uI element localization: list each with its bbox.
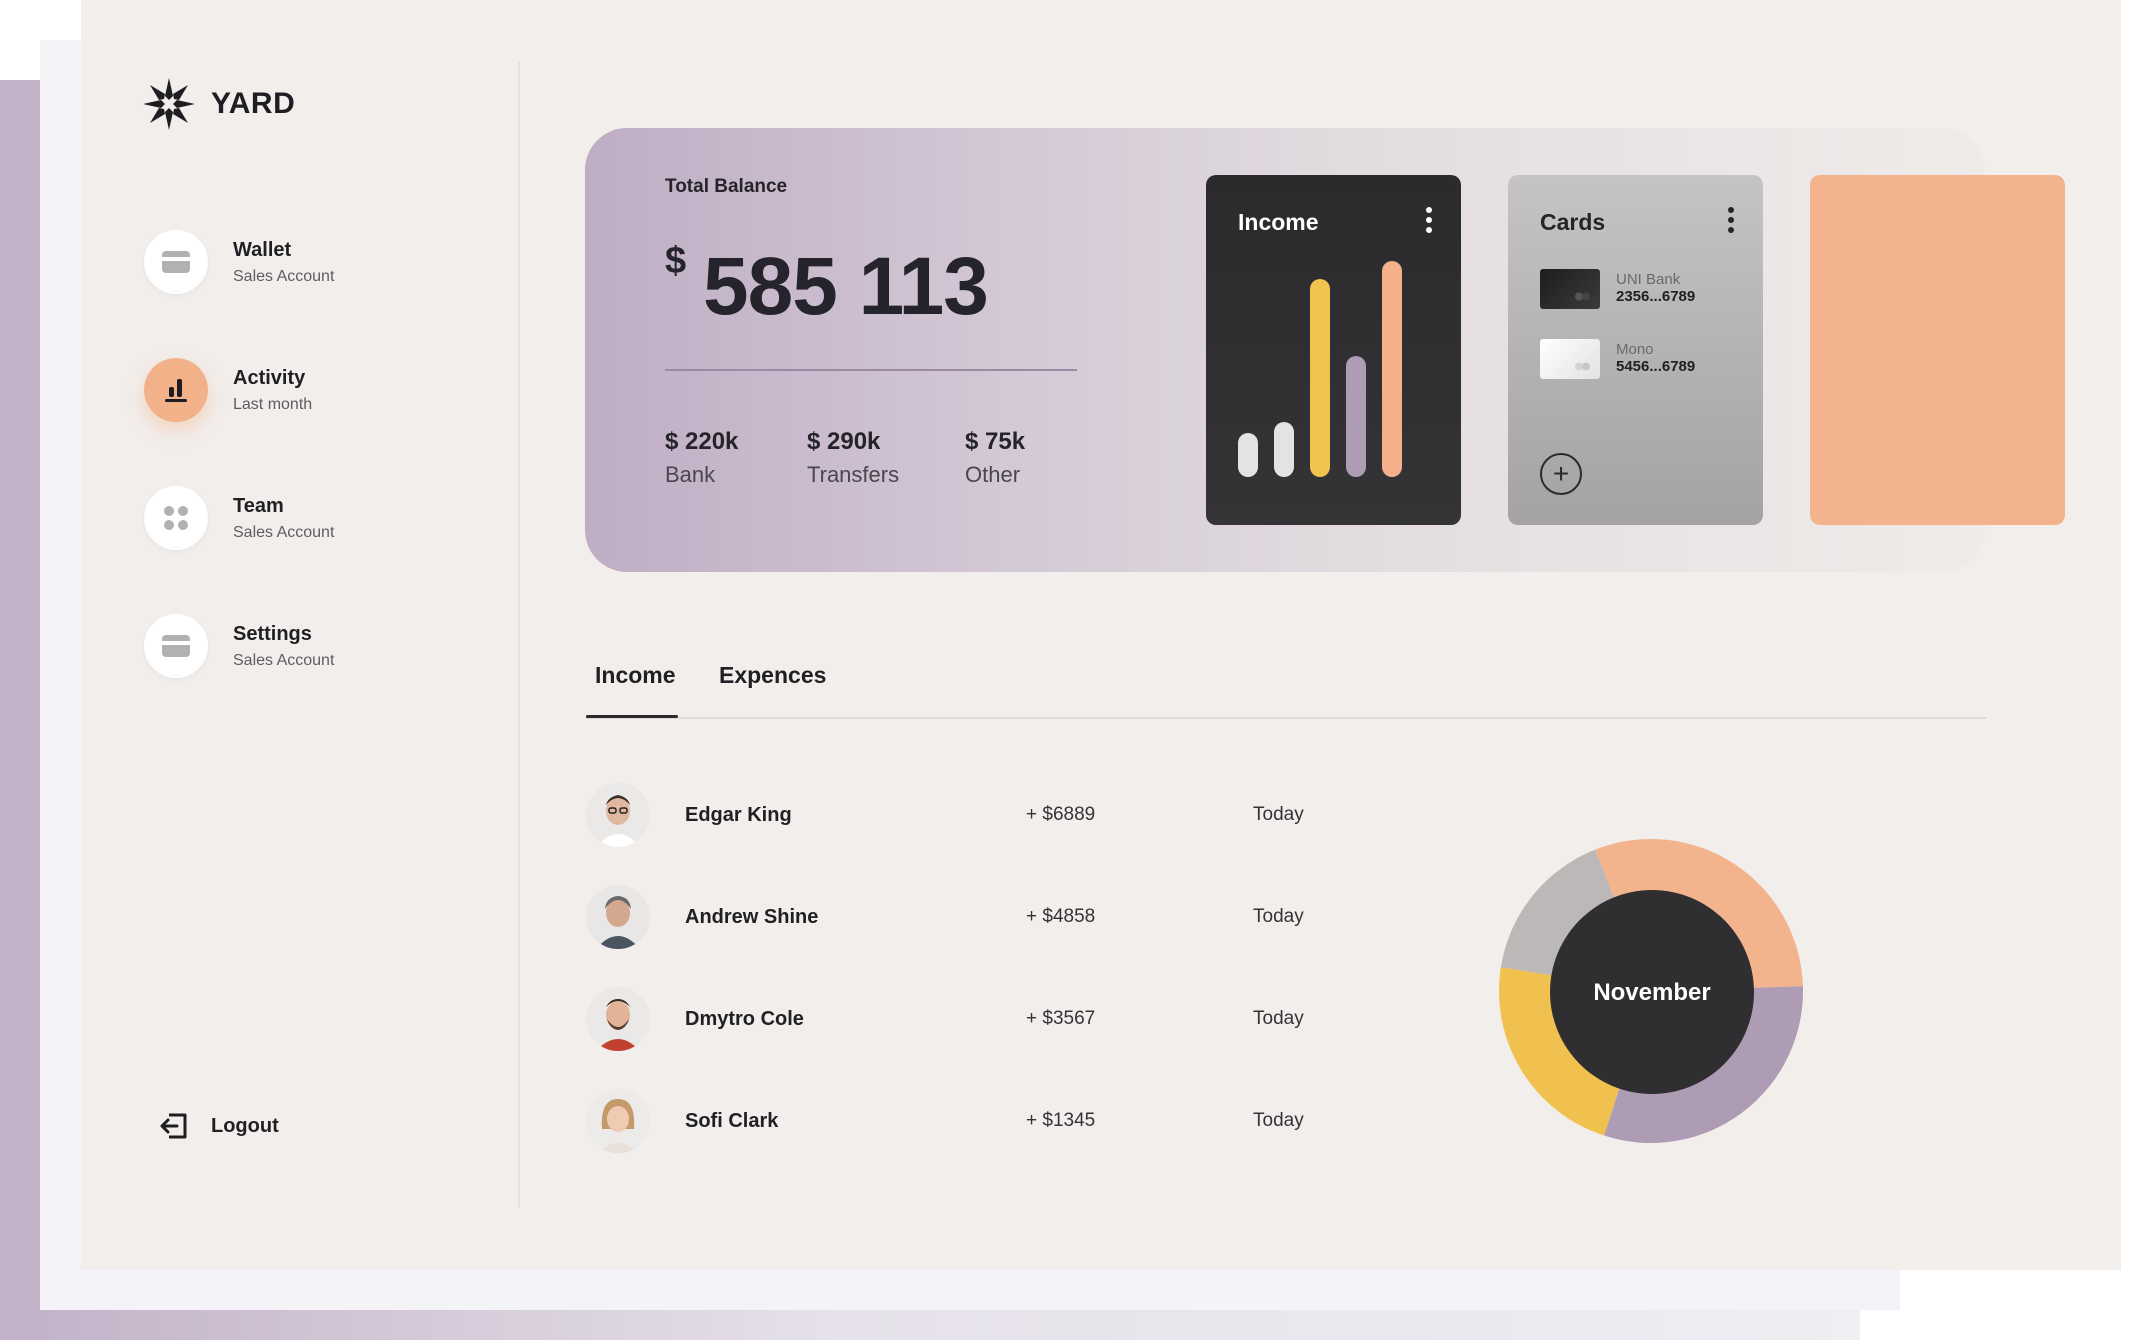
logo-star-icon (143, 78, 195, 130)
tab-bar: Income Expences (586, 640, 1986, 720)
tabs-divider (586, 717, 1986, 719)
list-item[interactable]: Andrew Shine + $4858 Today (586, 882, 1386, 952)
transaction-name: Andrew Shine (685, 905, 819, 928)
card-number: 2356...6789 (1616, 288, 1696, 305)
add-card-button[interactable]: + (1540, 453, 1582, 495)
income-bar (1346, 356, 1366, 477)
transaction-date: Today (1253, 1008, 1304, 1029)
more-options-icon[interactable] (1721, 207, 1741, 237)
sidebar-item-sublabel: Last month (233, 395, 313, 413)
income-bar (1238, 433, 1258, 477)
app-name: YARD (211, 87, 296, 120)
logo[interactable]: YARD (141, 76, 295, 132)
sidebar-item-label: Settings (233, 622, 312, 645)
sidebar-item-sublabel: Sales Account (233, 651, 335, 669)
plus-icon: + (1552, 458, 1570, 489)
transaction-amount: + $4858 (1026, 906, 1096, 927)
active-tab-indicator (586, 715, 678, 718)
stat-other: $ 75k Other (965, 428, 1025, 488)
card-bank-name: UNI Bank (1616, 271, 1681, 288)
sidebar-item-label: Activity (233, 366, 306, 389)
stat-value: $ 290k (807, 428, 881, 455)
transaction-date: Today (1253, 804, 1304, 825)
card-bank-name: Mono (1616, 341, 1654, 358)
balance-divider (665, 369, 1077, 371)
app-window: YARD Wallet Sales Account Activity Last … (81, 0, 2121, 1270)
transaction-name: Sofi Clark (685, 1109, 779, 1132)
stat-bank: $ 220k Bank (665, 428, 738, 488)
transaction-name: Edgar King (685, 803, 792, 826)
logout-label: Logout (211, 1114, 279, 1137)
income-bar (1274, 422, 1294, 477)
stat-value: $ 75k (965, 428, 1026, 455)
list-item[interactable]: Dmytro Cole + $3567 Today (586, 984, 1386, 1054)
transaction-date: Today (1253, 1110, 1304, 1131)
card-thumbnail (1540, 269, 1600, 309)
card-icon (144, 614, 208, 678)
stat-value: $ 220k (665, 428, 739, 455)
bank-card-item[interactable]: Mono 5456...6789 (1540, 339, 1695, 379)
logout-button[interactable]: Logout (159, 1112, 279, 1140)
currency-symbol: $ (665, 240, 687, 282)
logout-icon (160, 1113, 187, 1139)
donut-center (1550, 890, 1754, 1094)
income-bar (1310, 279, 1330, 477)
total-balance-label: Total Balance (665, 176, 788, 197)
november-donut-chart: November (1499, 839, 1803, 1143)
income-card-title: Income (1238, 209, 1319, 235)
tab-income[interactable]: Income (595, 662, 676, 688)
avatar (586, 1089, 650, 1153)
sidebar-item-sublabel: Sales Account (233, 267, 335, 285)
sidebar-item-sublabel: Sales Account (233, 523, 335, 541)
grid-icon (144, 486, 208, 550)
list-item[interactable]: Edgar King + $6889 Today (586, 780, 1386, 850)
card-icon (144, 230, 208, 294)
avatar (586, 987, 650, 1051)
transaction-date: Today (1253, 906, 1304, 927)
transaction-amount: + $1345 (1026, 1110, 1096, 1131)
stat-label: Transfers (807, 462, 900, 487)
cards-card[interactable]: Cards UNI Bank 2356...6789 Mono 5456...6… (1508, 175, 1763, 525)
promo-card[interactable] (1810, 175, 2065, 525)
income-bar-chart (1206, 175, 1461, 525)
sidebar-item-team[interactable]: Team Sales Account (144, 486, 334, 550)
chart-icon (144, 358, 208, 422)
income-bar (1382, 261, 1402, 477)
stat-label: Bank (665, 462, 716, 487)
transaction-name: Dmytro Cole (685, 1007, 804, 1030)
card-number: 5456...6789 (1616, 358, 1696, 375)
avatar (586, 885, 650, 949)
sidebar-item-label: Team (233, 494, 284, 517)
income-card[interactable]: Income (1206, 175, 1461, 525)
card-thumbnail (1540, 339, 1600, 379)
sidebar-item-activity[interactable]: Activity Last month (144, 358, 312, 422)
transaction-amount: + $6889 (1026, 804, 1096, 825)
stat-transfers: $ 290k Transfers (807, 428, 899, 488)
sidebar-item-wallet[interactable]: Wallet Sales Account (144, 230, 334, 294)
more-options-icon[interactable] (1419, 207, 1439, 237)
sidebar-item-label: Wallet (233, 238, 292, 261)
sidebar-item-settings[interactable]: Settings Sales Account (144, 614, 334, 678)
list-item[interactable]: Sofi Clark + $1345 Today (586, 1086, 1386, 1156)
bank-card-item[interactable]: UNI Bank 2356...6789 (1540, 269, 1695, 309)
donut-center-label: November (1593, 979, 1710, 1006)
total-balance-value: 585 113 (703, 241, 989, 332)
sidebar-divider (518, 62, 520, 1207)
stat-label: Other (965, 462, 1021, 487)
transaction-amount: + $3567 (1026, 1008, 1096, 1029)
cards-card-title: Cards (1540, 209, 1606, 235)
avatar (586, 783, 650, 847)
tab-expences[interactable]: Expences (719, 662, 827, 688)
